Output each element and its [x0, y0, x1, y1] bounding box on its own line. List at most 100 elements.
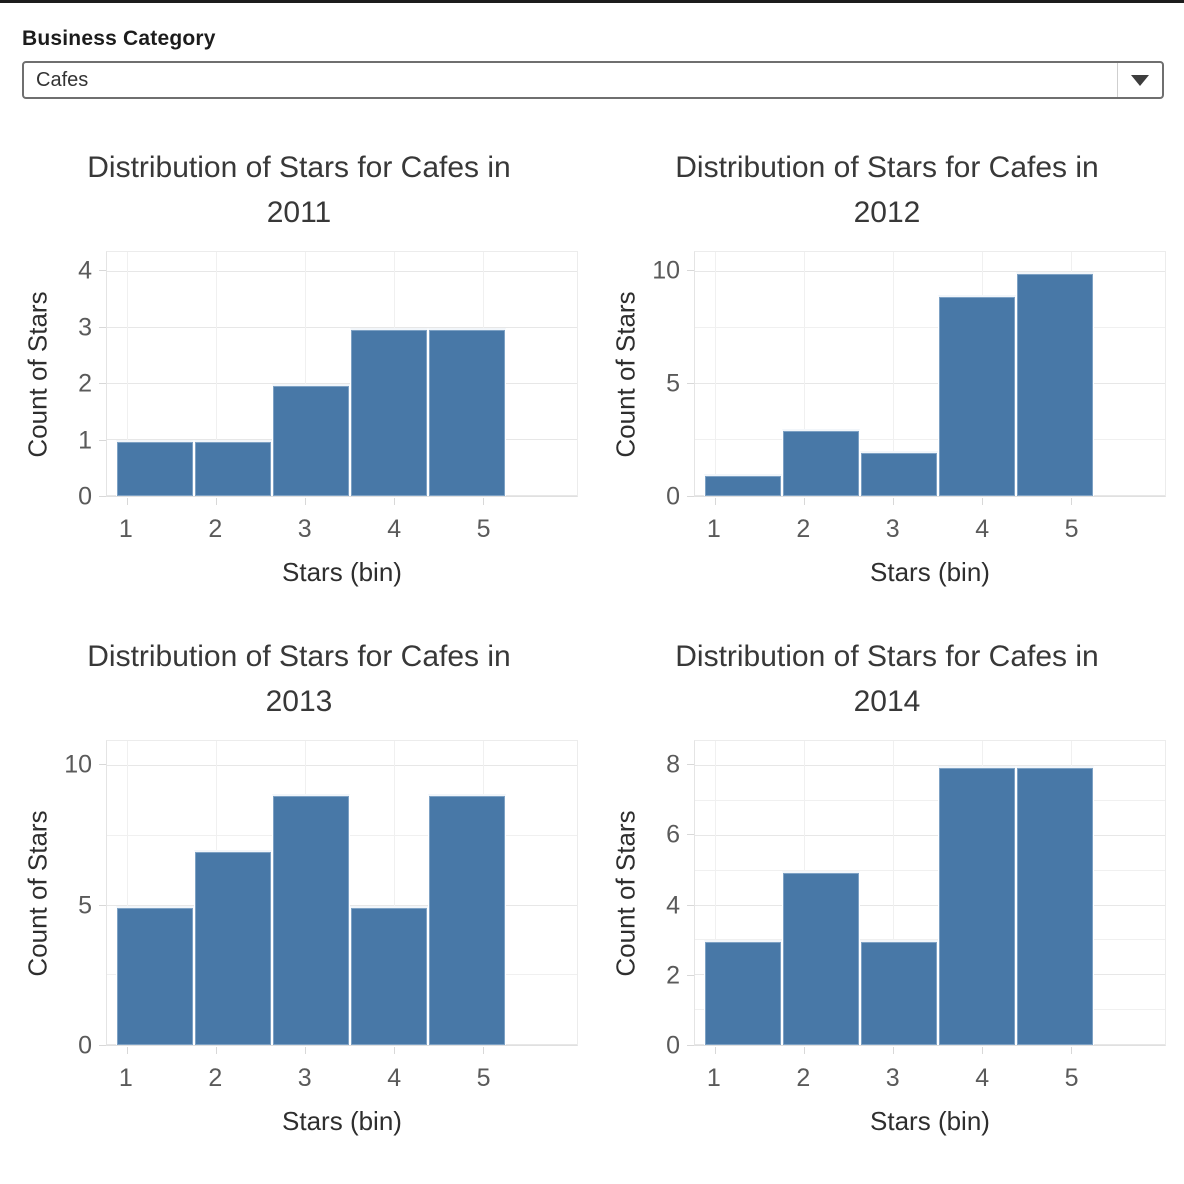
y-tick-label: 3 [78, 313, 92, 342]
y-tick-label: 0 [666, 1031, 680, 1060]
bar-stars-4[interactable] [938, 766, 1017, 1045]
y-tick-mark [687, 270, 694, 272]
x-tick-label: 5 [1064, 1064, 1079, 1092]
x-tick-label: 5 [476, 1064, 491, 1092]
bar-stars-2[interactable] [194, 440, 273, 496]
gridline [215, 252, 217, 496]
gridline [107, 271, 577, 273]
chart-title-line2: 2011 [266, 196, 332, 229]
bar-stars-1[interactable] [704, 473, 783, 496]
x-tick-label: 4 [387, 1064, 402, 1092]
bar-stars-3[interactable] [860, 940, 939, 1045]
plot-area [106, 251, 578, 505]
x-tick-mark [803, 1047, 805, 1054]
x-tick-mark [981, 1047, 983, 1054]
x-tick-label: 2 [796, 515, 811, 543]
x-tick-label: 4 [975, 515, 990, 543]
bar-stars-5[interactable] [428, 794, 507, 1045]
x-tick-label: 4 [387, 515, 402, 543]
business-category-dropdown[interactable]: Cafes [22, 61, 1164, 99]
y-tick-mark [99, 496, 106, 497]
bar-stars-3[interactable] [272, 794, 351, 1045]
x-tick-mark [304, 1047, 306, 1054]
x-tick-label: 3 [297, 515, 312, 543]
x-axis-ticks: 1 2 3 4 5 [694, 1064, 1166, 1094]
y-tick-mark [99, 764, 106, 766]
y-tick-label: 2 [78, 369, 92, 398]
bar-stars-2[interactable] [782, 428, 861, 496]
y-tick-label: 5 [78, 891, 92, 920]
chart-title: Distribution of Stars for Cafes in 2011 [20, 145, 578, 235]
x-tick-mark [892, 498, 894, 505]
y-tick-label: 0 [78, 1031, 92, 1060]
gridline [107, 765, 577, 767]
bar-stars-5[interactable] [1016, 272, 1095, 496]
bar-stars-1[interactable] [116, 440, 195, 496]
x-tick-label: 2 [796, 1064, 811, 1092]
y-tick-mark [99, 383, 106, 385]
dropdown-separator [1117, 63, 1118, 97]
chart-title-line1: Distribution of Stars for Cafes in [675, 151, 1099, 184]
gridline [695, 327, 1165, 329]
x-tick-mark [215, 498, 217, 505]
gridline [126, 252, 128, 496]
x-tick-label: 1 [706, 1064, 721, 1092]
x-tick-label: 3 [297, 1064, 312, 1092]
gridline [803, 252, 805, 496]
x-axis-title: Stars (bin) [282, 1106, 402, 1136]
x-tick-label: 5 [1064, 515, 1079, 543]
bar-stars-1[interactable] [116, 905, 195, 1045]
x-tick-mark [1071, 498, 1072, 505]
plot-area [106, 740, 578, 1054]
x-tick-mark [126, 498, 128, 505]
y-tick-mark [687, 764, 694, 766]
y-tick-label: 10 [652, 256, 680, 285]
y-tick-mark [99, 1045, 106, 1046]
y-tick-mark [687, 904, 694, 906]
dropdown-selected-value: Cafes [36, 68, 89, 91]
y-axis-title: Count of Stars [610, 290, 641, 458]
bar-stars-3[interactable] [272, 384, 351, 496]
bar-stars-4[interactable] [938, 294, 1017, 496]
x-tick-label: 5 [476, 515, 491, 543]
bar-stars-1[interactable] [704, 940, 783, 1045]
histogram-chart-2013: Distribution of Stars for Cafes in 2013 … [20, 634, 578, 1137]
histogram-chart-2011: Distribution of Stars for Cafes in 2011 … [20, 145, 578, 588]
x-tick-mark [1071, 1047, 1072, 1054]
x-tick-mark [714, 498, 716, 505]
bar-stars-4[interactable] [350, 905, 429, 1045]
x-tick-mark [483, 498, 484, 505]
bar-stars-2[interactable] [194, 849, 273, 1045]
x-tick-label: 4 [975, 1064, 990, 1092]
plot-area [694, 740, 1166, 1054]
x-tick-mark [892, 1047, 894, 1054]
chart-title: Distribution of Stars for Cafes in 2012 [608, 145, 1166, 235]
y-axis-ticks: 0 5 10 [644, 251, 694, 511]
y-axis-ticks: 0 2 4 6 8 [644, 740, 694, 1060]
y-tick-label: 6 [666, 820, 680, 849]
y-tick-mark [99, 270, 106, 272]
y-tick-mark [687, 496, 694, 497]
chart-title-line2: 2014 [853, 685, 921, 718]
bar-stars-2[interactable] [782, 870, 861, 1045]
bar-stars-5[interactable] [428, 328, 507, 496]
y-tick-label: 0 [666, 482, 680, 511]
bar-stars-5[interactable] [1016, 766, 1095, 1045]
y-tick-mark [687, 974, 694, 976]
x-tick-mark [803, 498, 805, 505]
gridline [892, 252, 894, 496]
x-tick-mark [981, 498, 983, 505]
plot-area [694, 251, 1166, 505]
gridline [393, 741, 395, 1045]
chart-title: Distribution of Stars for Cafes in 2014 [608, 634, 1166, 724]
filter-label: Business Category [22, 27, 216, 50]
y-tick-mark [687, 1045, 694, 1046]
histogram-chart-2014: Distribution of Stars for Cafes in 2014 … [608, 634, 1166, 1137]
x-axis-ticks: 1 2 3 4 5 [106, 515, 578, 545]
bar-stars-4[interactable] [350, 328, 429, 496]
chart-title-line2: 2012 [853, 196, 921, 229]
chart-title-line1: Distribution of Stars for Cafes in [87, 151, 511, 184]
chart-title-line1: Distribution of Stars for Cafes in [675, 640, 1099, 673]
bar-stars-3[interactable] [860, 451, 939, 496]
y-axis-ticks: 0 1 2 3 4 [56, 251, 106, 511]
